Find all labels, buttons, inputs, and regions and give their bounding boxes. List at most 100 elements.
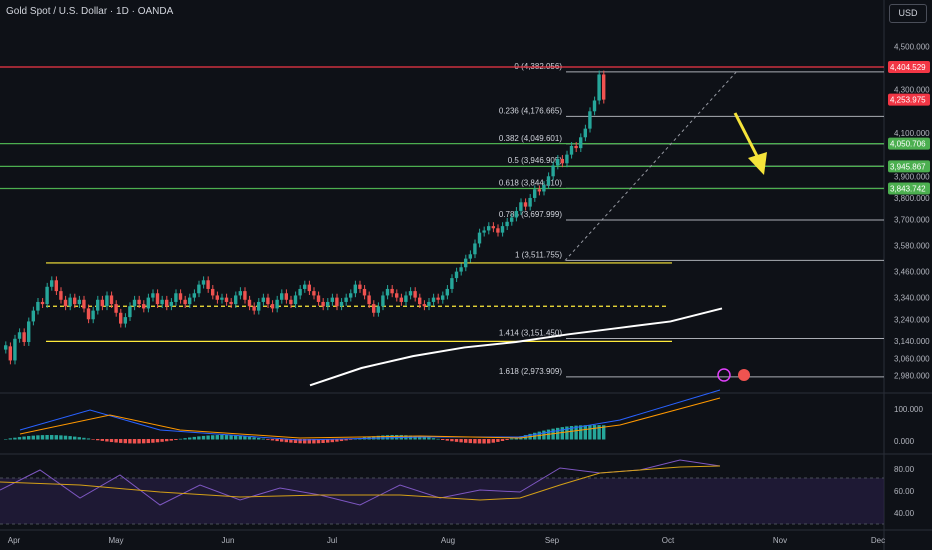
candle-body [105, 295, 109, 307]
candle-body [174, 293, 178, 302]
macd-histogram-bar [178, 438, 183, 440]
fib-level-label: 0.382 (4,049.601) [499, 134, 562, 143]
currency-button[interactable]: USD [889, 4, 927, 23]
macd-histogram-bar [27, 436, 31, 440]
candle-body [293, 295, 298, 305]
candle-body [422, 304, 426, 307]
candle-body [151, 293, 155, 298]
macd-histogram-bar [137, 439, 141, 444]
moving-average-line [309, 307, 723, 387]
time-axis-tick: Jul [327, 536, 337, 545]
price-axis-tick: 2,980.000 [894, 372, 930, 381]
macd-histogram-bar [229, 435, 233, 440]
candle-body [91, 310, 95, 320]
macd-histogram-bar [335, 439, 339, 442]
candle-body [22, 332, 26, 343]
price-axis-tick: 3,240.000 [894, 315, 930, 324]
candle-body [510, 217, 514, 222]
macd-histogram-bar [77, 437, 81, 440]
candle-body [8, 346, 12, 361]
price-label-badge [888, 61, 930, 73]
macd-histogram-bar [321, 439, 325, 444]
candle-body [45, 286, 49, 305]
candle-body [77, 299, 81, 305]
candle-body [192, 293, 196, 298]
macd-histogram-bar [280, 439, 284, 442]
macd-histogram-bar [252, 437, 256, 440]
macd-histogram-bar [151, 439, 155, 443]
candle-body [464, 258, 468, 268]
candle-body [395, 293, 399, 298]
price-label-badge [888, 182, 930, 195]
candle-body [514, 210, 518, 218]
candle-body [505, 221, 509, 227]
candle-body [376, 306, 380, 313]
candle-body [247, 299, 252, 307]
candle-body [119, 312, 123, 324]
macd-histogram-bar [574, 425, 578, 440]
macd-histogram-bar [344, 439, 348, 441]
macd-histogram-bar [165, 439, 169, 442]
price-label-text: 4,253.975 [890, 96, 926, 105]
candle-body [468, 254, 472, 259]
macd-histogram-bar [592, 425, 597, 440]
price-label-text: 3,843.742 [890, 184, 926, 193]
candle-body [4, 345, 8, 350]
fib-level-label: 0.5 (3,946.905) [508, 156, 563, 165]
price-axis-tick: 3,700.000 [894, 216, 930, 225]
event-icon [717, 368, 731, 382]
macd-histogram-bar [169, 439, 173, 441]
macd-histogram-bar [487, 439, 491, 444]
macd-histogram-bar [22, 436, 26, 440]
candle-body [54, 280, 58, 292]
candle-body [289, 299, 293, 305]
candle-body [63, 299, 68, 307]
candle-body [592, 100, 597, 112]
candle-body [533, 189, 537, 198]
macd-histogram-bar [132, 439, 137, 444]
macd-histogram-bar [155, 439, 160, 443]
candle-body [275, 299, 279, 309]
candle-body [142, 304, 146, 309]
price-axis-tick: 4,500.000 [894, 42, 930, 51]
candle-body [188, 297, 192, 305]
candle-body [298, 288, 302, 296]
macd-histogram-bar [215, 435, 219, 440]
candle-body [597, 74, 601, 101]
macd-histogram-bar [174, 439, 178, 440]
candle-body [436, 297, 440, 300]
macd-histogram-bar [422, 436, 426, 440]
macd-histogram-bar [123, 439, 127, 444]
candle-body [381, 295, 385, 307]
candle-body [556, 158, 560, 166]
macd-histogram-bar [510, 438, 514, 440]
time-axis-tick: Sep [545, 536, 560, 545]
macd-histogram-bar [105, 439, 109, 442]
flag-icon [738, 369, 750, 381]
candle-body [137, 299, 141, 305]
candle-body [339, 301, 344, 307]
candle-body [551, 165, 555, 177]
trend-dashed-line [564, 71, 737, 261]
time-axis-tick: Apr [8, 536, 21, 545]
price-label-badge [888, 137, 930, 150]
macd-histogram-bar [289, 439, 293, 443]
macd-histogram-bar [482, 439, 486, 444]
macd-histogram-bar [326, 439, 330, 443]
price-axis-tick: 4,300.000 [894, 86, 930, 95]
candle-body [542, 184, 546, 192]
candle-body [146, 297, 150, 309]
macd-histogram-bar [312, 439, 316, 444]
macd-histogram-bar [436, 438, 440, 440]
macd-histogram-bar [565, 426, 569, 440]
candle-body [68, 297, 72, 307]
price-axis-tick: 3,580.000 [894, 242, 930, 251]
candle-body [349, 293, 353, 298]
candle-body [523, 202, 528, 207]
fib-level-label: 0 (4,382.056) [514, 62, 562, 71]
candle-body [82, 299, 86, 309]
candle-body [367, 295, 371, 305]
candle-body [482, 230, 486, 233]
candle-body [602, 74, 606, 100]
